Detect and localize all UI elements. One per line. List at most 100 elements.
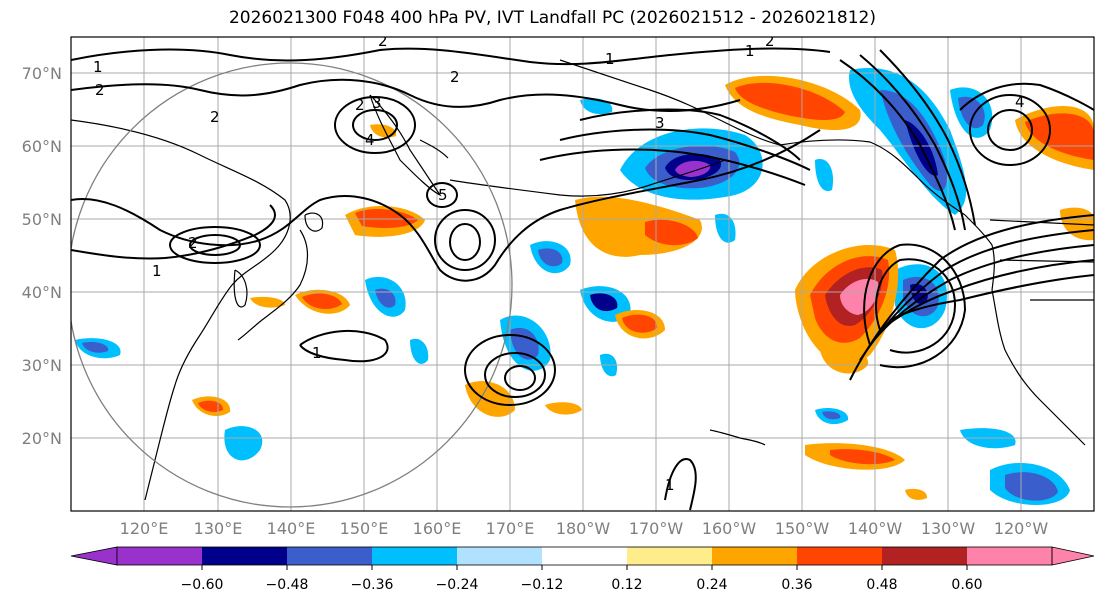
- coast-korea: [233, 269, 248, 308]
- contour-low-2-inner: [352, 109, 398, 141]
- lon-label: 150°E: [340, 519, 389, 538]
- lon-label: 160°E: [413, 519, 462, 538]
- filled-anomaly-patches: [75, 68, 1094, 505]
- colorbar-extend-low: [70, 546, 118, 566]
- neg-patch-central-1-core: [538, 248, 563, 267]
- latitude-labels: 70°N 60°N 50°N 40°N 30°N 20°N: [22, 64, 62, 448]
- colorbar-bin: [457, 547, 542, 565]
- contour-ridge: [71, 129, 821, 282]
- coast-alaska-south: [779, 139, 966, 216]
- colorbar-tick-label: 0.48: [866, 577, 897, 593]
- coast-us-west: [991, 289, 1086, 446]
- colorbar-tick-label: −0.12: [521, 577, 564, 593]
- pos-patch-north-america-ne-core: [1025, 113, 1094, 160]
- contour-aleut-3: [539, 148, 806, 186]
- lon-label: 120°W: [994, 519, 1049, 538]
- colorbar-tick-label: 0.12: [611, 577, 642, 593]
- contour-label: 2: [765, 32, 775, 50]
- colorbar-tick-label: −0.36: [351, 577, 394, 593]
- coast-hawaii: [709, 429, 766, 446]
- pos-patch-misc-3: [250, 296, 285, 308]
- pos-patch-gulf-alaska-core: [735, 82, 845, 120]
- map-frame: [70, 36, 1095, 512]
- contour-alaska-2: [859, 54, 966, 231]
- pos-patch-central-pac-core: [645, 219, 698, 246]
- contour-label: 1: [665, 476, 675, 494]
- contour-low-1: [169, 226, 261, 264]
- colorbar-tick-label: 0.60: [951, 577, 982, 593]
- contour-label: 1: [312, 344, 322, 362]
- contour-label: 2: [95, 81, 105, 99]
- colorbar-extend-high: [1051, 546, 1095, 566]
- colorbar-tick-label: 0.36: [781, 577, 812, 593]
- contour-ne-low-inner: [987, 109, 1033, 151]
- colorbar-bin: [627, 547, 712, 565]
- colorbar-bin: [542, 547, 627, 565]
- pos-patch-japan-east-core: [302, 293, 342, 310]
- neg-patch-japan-sea-core: [375, 288, 396, 308]
- colorbar-tick-label: −0.24: [436, 577, 479, 593]
- contour-alaska-3: [879, 49, 976, 226]
- lat-label: 70°N: [22, 64, 62, 83]
- contour-lat70: [71, 47, 831, 66]
- contour-label: 1: [152, 262, 162, 280]
- lon-label: 140°E: [267, 519, 316, 538]
- pos-patch-misc-4: [370, 124, 397, 138]
- contour-label: 3: [372, 94, 382, 112]
- contour-label: 1: [605, 50, 615, 68]
- lat-label: 40°N: [22, 283, 62, 302]
- lat-label: 50°N: [22, 210, 62, 229]
- pos-patch-west-coast-pink: [840, 278, 879, 315]
- colorbar-bin: [882, 547, 967, 565]
- coast-kamchatka: [369, 94, 442, 197]
- contour-label: 5: [438, 186, 448, 204]
- contour-hook-2: [863, 243, 967, 369]
- pos-patch-misc-1: [545, 402, 582, 415]
- neg-patch-aleutian-center: [675, 160, 711, 177]
- coast-aleutians: [449, 159, 726, 197]
- contour-low-5-core: [504, 365, 536, 391]
- pos-patch-subtrop-1-core: [622, 314, 658, 333]
- contour-label: 2: [355, 96, 365, 114]
- contour-label: 4: [365, 131, 375, 149]
- lon-label: 170°W: [629, 519, 684, 538]
- lon-label: 170°E: [486, 519, 535, 538]
- neg-patch-misc-4: [815, 159, 834, 192]
- coastlines: [71, 59, 1094, 501]
- contour-low-3: [434, 209, 496, 271]
- pos-patch-subtrop-2: [465, 381, 515, 417]
- contour-label: 2: [210, 108, 220, 126]
- neg-patch-misc-3: [715, 213, 736, 243]
- coast-alaska-west: [559, 59, 781, 146]
- contour-low-2: [334, 96, 416, 154]
- lon-label: 150°W: [775, 519, 830, 538]
- lat-label: 30°N: [22, 356, 62, 375]
- chart-title: 2026021300 F048 400 hPa PV, IVT Landfall…: [228, 8, 876, 28]
- colorbar-bin: [202, 547, 287, 565]
- coast-japan: [237, 229, 309, 341]
- range-ring: [71, 62, 513, 508]
- contour-hook-1: [875, 258, 957, 354]
- neg-patch-baja-core: [1005, 472, 1058, 501]
- colorbar-tick-label: 0.24: [696, 577, 727, 593]
- longitude-labels: 120°E 130°E 140°E 150°E 160°E 170°E 180°…: [120, 519, 1049, 538]
- coast-islands-ne-asia: [419, 139, 449, 159]
- colorbar-bin: [117, 547, 202, 565]
- contour-aleut-1: [579, 108, 801, 161]
- contour-label: 1: [93, 58, 103, 76]
- colorbar-ticks: [201, 565, 968, 570]
- lat-label: 60°N: [22, 137, 62, 156]
- contour-ne-low: [969, 94, 1051, 166]
- contour-1-subtrop: [664, 458, 697, 511]
- pos-patch-subtrop-3-core: [830, 449, 895, 465]
- lon-label: 120°E: [120, 519, 169, 538]
- contour-label: 4: [1015, 93, 1025, 111]
- colorbar-frame: [116, 546, 1053, 566]
- lon-label: 180°W: [556, 519, 611, 538]
- colorbar-tick-label: −0.60: [181, 577, 224, 593]
- lon-label: 130°E: [194, 519, 243, 538]
- contour-ne-1: [959, 82, 1094, 111]
- contour-low-3-inner: [449, 223, 481, 261]
- coast-hokkaido: [304, 212, 324, 232]
- colorbar-tick-label: −0.48: [266, 577, 309, 593]
